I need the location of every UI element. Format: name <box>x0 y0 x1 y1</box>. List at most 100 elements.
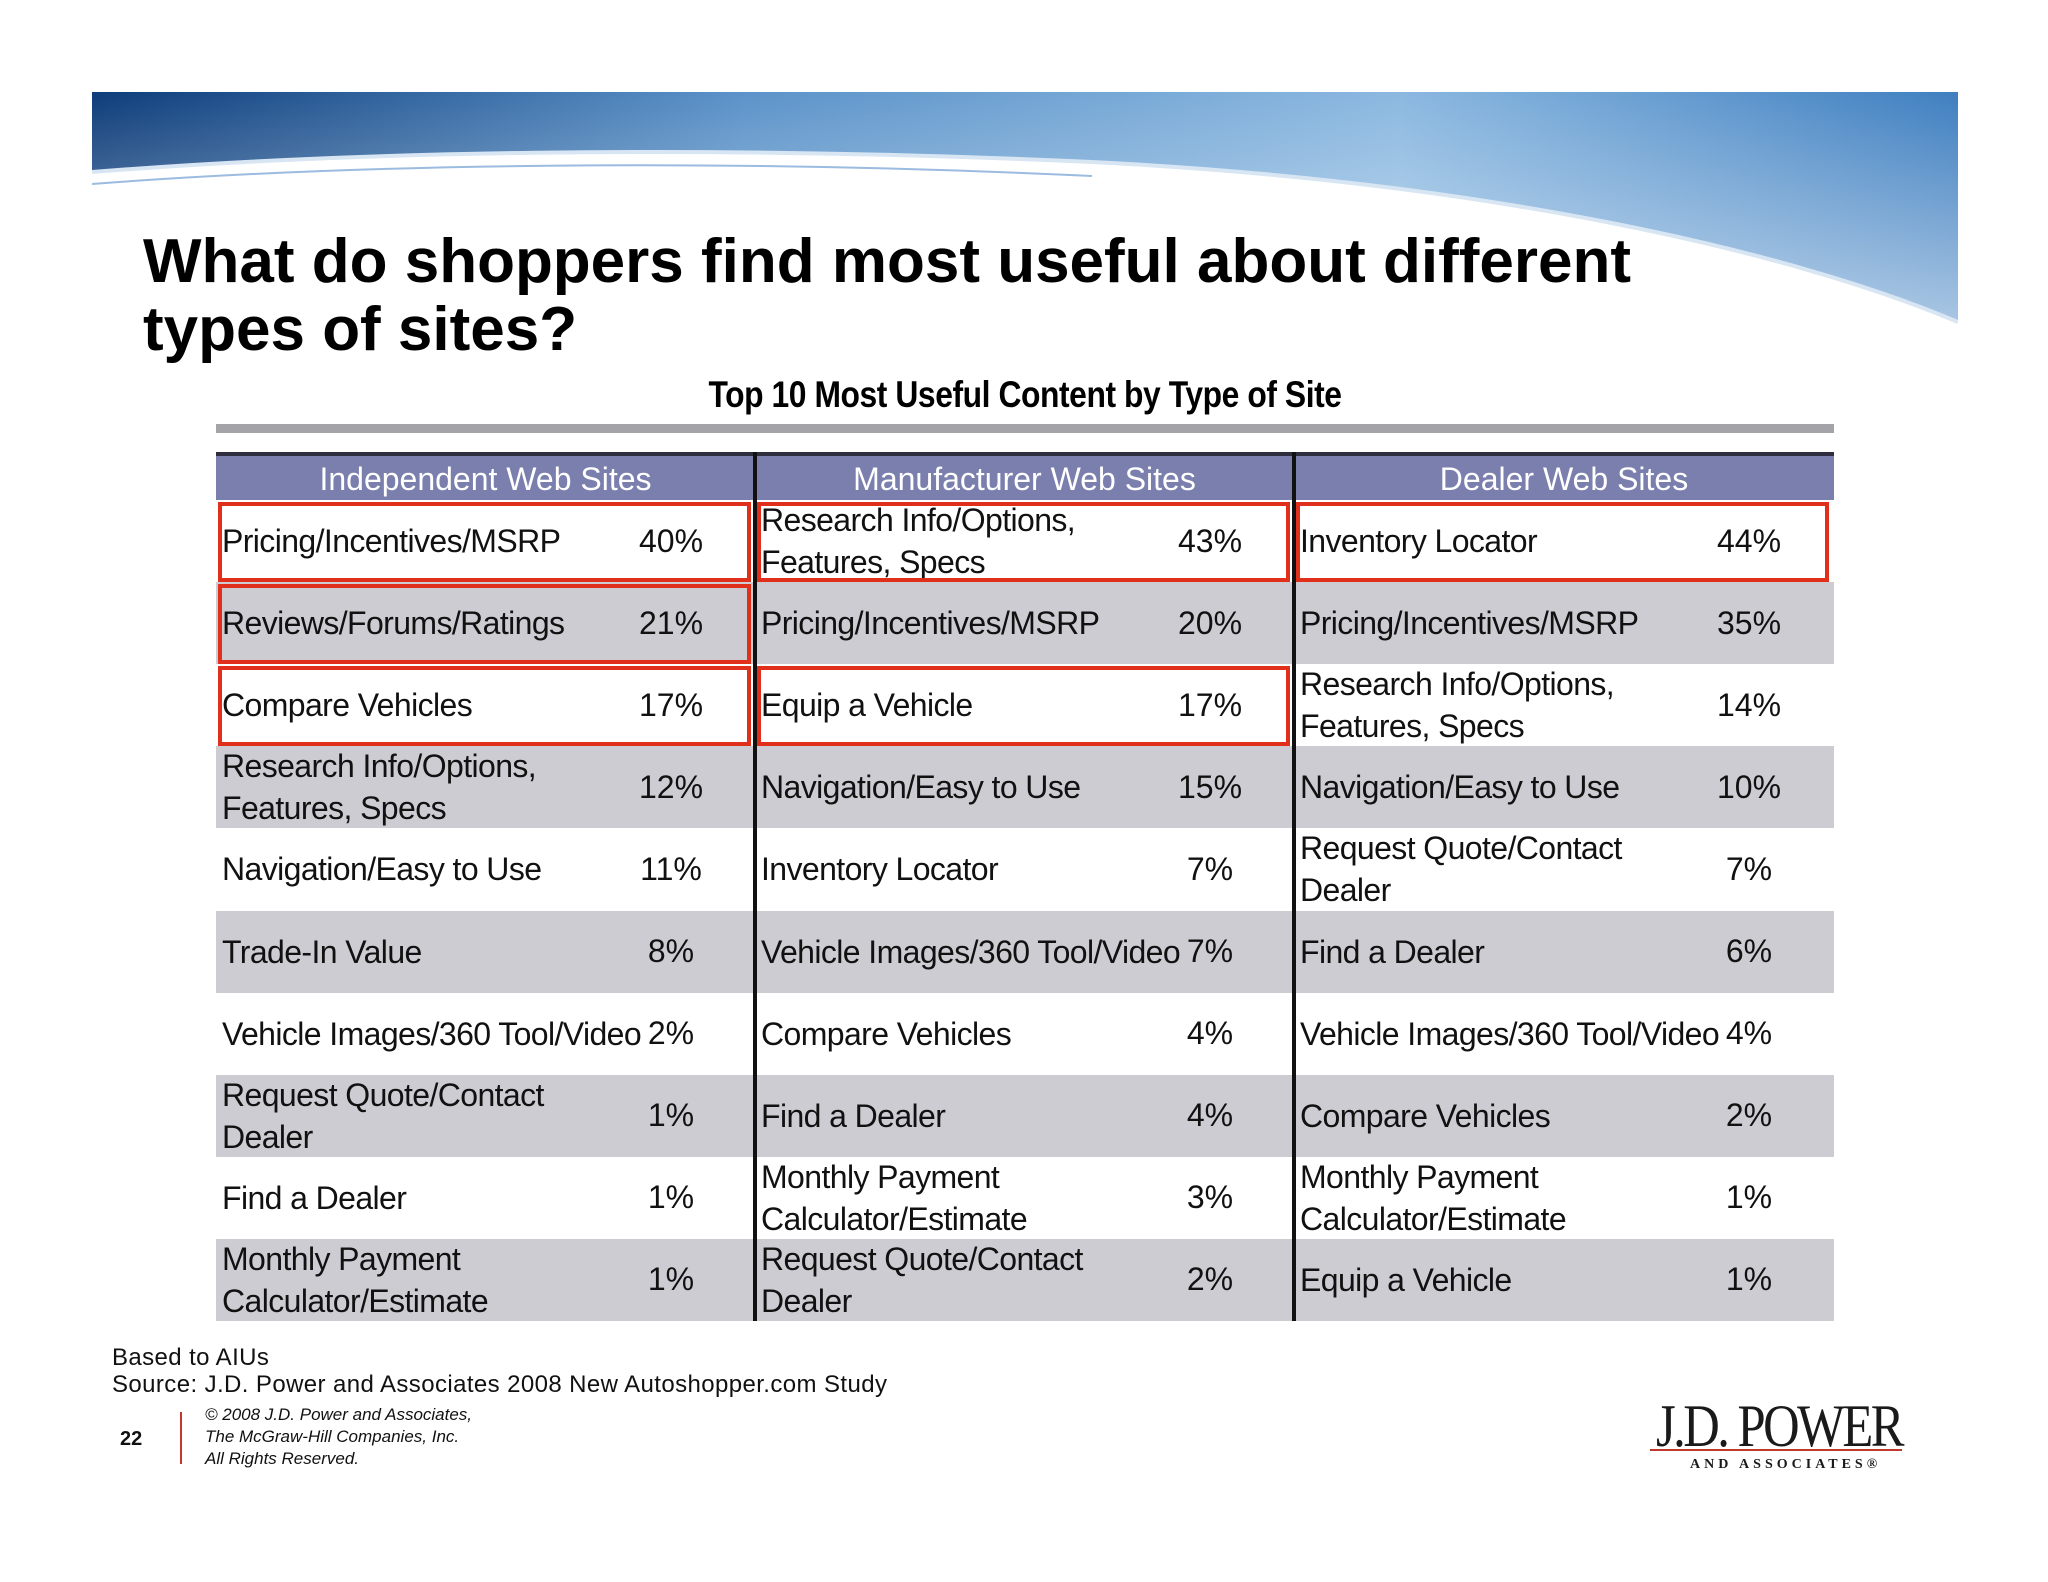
table-cell: Monthly Payment Calculator/Estimate 1% <box>216 1239 755 1321</box>
row-percentage: 7% <box>1725 850 1773 887</box>
header-independent: Independent Web Sites <box>319 461 652 497</box>
table-cell: Find a Dealer 1% <box>216 1157 755 1239</box>
row-label: Request Quote/Contact Dealer <box>761 1240 1083 1319</box>
row-percentage: 40% <box>638 522 704 559</box>
row-percentage: 10% <box>1716 768 1782 805</box>
table-row: Find a Dealer 1% Monthly Payment Calculato… <box>216 1157 1834 1239</box>
basis-note: Based to AIUs <box>112 1344 270 1371</box>
header-manufacturer: Manufacturer Web Sites <box>853 461 1196 497</box>
row-percentage: 1% <box>647 1179 695 1216</box>
row-label: Reviews/Forums/Ratings <box>222 605 565 642</box>
table-cell: Pricing/Incentives/MSRP 40% <box>216 500 755 582</box>
table-cell: Research Info/Options, Features, Specs 12… <box>216 746 755 828</box>
row-percentage: 15% <box>1177 768 1243 805</box>
table-cell: Request Quote/Contact Dealer 7% <box>1294 828 1833 910</box>
table-cell: Navigation/Easy to Use 15% <box>755 746 1294 828</box>
row-label: Navigation/Easy to Use <box>1300 769 1620 806</box>
table-cell: Navigation/Easy to Use 11% <box>216 828 755 910</box>
table-header: Independent Web Sites Manufacturer Web S… <box>216 452 1834 500</box>
copyright-line: The McGraw-Hill Companies, Inc. <box>205 1427 460 1446</box>
table-row: Compare Vehicles 17% Equip a Vehicle 17% Res… <box>216 664 1834 746</box>
table-subtitle: Top 10 Most Useful Content by Type of Si… <box>708 374 1342 415</box>
row-label: Navigation/Easy to Use <box>222 851 542 888</box>
row-label: Research Info/Options, Features, Specs <box>1300 666 1615 745</box>
row-label: Find a Dealer <box>222 1179 407 1216</box>
table-row: Reviews/Forums/Ratings 21% Pricing/Incenti… <box>216 582 1834 665</box>
table-cell: Compare Vehicles 4% <box>755 993 1294 1075</box>
slide-title: What do shoppers find most useful about … <box>143 228 1743 364</box>
row-percentage: 7% <box>1186 933 1234 969</box>
copyright-line: © 2008 J.D. Power and Associates, <box>205 1405 473 1424</box>
table-row: Pricing/Incentives/MSRP 40% Research Info/… <box>216 500 1834 582</box>
row-label: Pricing/Incentives/MSRP <box>222 523 561 559</box>
table-cell: Find a Dealer 6% <box>1294 911 1833 993</box>
row-percentage: 12% <box>638 768 704 805</box>
row-percentage: 4% <box>1186 1097 1234 1134</box>
row-percentage: 44% <box>1716 522 1782 559</box>
row-percentage: 43% <box>1177 522 1243 559</box>
table-row: Request Quote/Contact Dealer 1% Find a Dea… <box>216 1074 1834 1157</box>
logo-sub-text: AND ASSOCIATES® <box>1690 1457 1881 1472</box>
table-cell: Research Info/Options, Features, Specs 43… <box>755 500 1294 582</box>
row-percentage: 8% <box>647 933 695 969</box>
page-number: 22 <box>120 1428 143 1450</box>
row-label: Research Info/Options, Features, Specs <box>222 748 537 827</box>
row-percentage: 20% <box>1177 604 1243 641</box>
jd-power-logo: J.D. POWER AND ASSOCIATES® <box>1650 1393 1908 1472</box>
table-cell: Inventory Locator 7% <box>755 828 1294 910</box>
row-label: Find a Dealer <box>761 1097 946 1134</box>
row-label: Monthly Payment Calculator/Estimate <box>1300 1158 1567 1237</box>
row-label: Pricing/Incentives/MSRP <box>761 605 1100 642</box>
table-cell: Pricing/Incentives/MSRP 35% <box>1294 582 1833 664</box>
table-cell: Equip a Vehicle 17% <box>755 664 1294 746</box>
table-cell: Vehicle Images/360 Tool/Video 4% <box>1294 993 1833 1075</box>
source-note: Source: J.D. Power and Associates 2008 N… <box>112 1371 888 1398</box>
copyright: © 2008 J.D. Power and Associates, The Mc… <box>205 1404 472 1470</box>
row-percentage: 17% <box>1177 686 1243 723</box>
table-row: Navigation/Easy to Use 11% Inventory Locat… <box>216 828 1834 910</box>
row-label: Compare Vehicles <box>222 687 473 724</box>
row-label: Inventory Locator <box>761 851 999 888</box>
row-label: Research Info/Options, Features, Specs <box>761 502 1076 580</box>
table-cell: Request Quote/Contact Dealer 1% <box>216 1075 755 1157</box>
table-cell: Research Info/Options, Features, Specs 14… <box>1294 664 1833 746</box>
table-cell: Inventory Locator 44% <box>1294 500 1833 582</box>
row-label: Request Quote/Contact Dealer <box>1300 830 1622 909</box>
row-label: Find a Dealer <box>1300 933 1485 970</box>
table-row: Vehicle Images/360 Tool/Video 2% Compare V… <box>216 993 1834 1075</box>
column-divider <box>1292 452 1296 1321</box>
highlight-box <box>757 502 1290 583</box>
row-label: Monthly Payment Calculator/Estimate <box>761 1158 1028 1237</box>
highlight-box <box>757 666 1290 747</box>
row-label: Navigation/Easy to Use <box>761 769 1081 806</box>
row-percentage: 11% <box>640 850 702 887</box>
table-cell: Reviews/Forums/Ratings 21% <box>216 582 755 664</box>
row-label: Vehicle Images/360 Tool/Video <box>1300 1015 1720 1052</box>
row-label: Vehicle Images/360 Tool/Video <box>222 1015 642 1052</box>
row-percentage: 2% <box>1186 1261 1234 1298</box>
highlight-box <box>218 584 751 665</box>
table-row: Monthly Payment Calculator/Estimate 1% Req… <box>216 1238 1834 1321</box>
row-label: Inventory Locator <box>1300 523 1538 559</box>
title-line-2: types of sites? <box>143 295 578 364</box>
table-cell: Compare Vehicles 17% <box>216 664 755 746</box>
row-label: Pricing/Incentives/MSRP <box>1300 605 1639 642</box>
row-label: Compare Vehicles <box>1300 1097 1551 1134</box>
row-percentage: 4% <box>1186 1015 1234 1052</box>
row-percentage: 7% <box>1186 850 1234 887</box>
row-percentage: 1% <box>1725 1261 1773 1298</box>
row-percentage: 21% <box>638 604 704 641</box>
subtitle-rule <box>216 424 1834 433</box>
row-percentage: 4% <box>1725 1015 1773 1052</box>
logo-main-text: J.D. POWER <box>1656 1393 1905 1459</box>
row-percentage: 17% <box>638 686 704 723</box>
row-percentage: 14% <box>1716 686 1782 723</box>
row-percentage: 1% <box>647 1261 695 1298</box>
header-banner <box>92 92 1958 324</box>
column-divider <box>753 452 757 1321</box>
page-divider <box>180 1412 182 1464</box>
row-label: Compare Vehicles <box>761 1015 1012 1052</box>
row-label: Request Quote/Contact Dealer <box>222 1076 544 1155</box>
table-cell: Equip a Vehicle 1% <box>1294 1239 1833 1321</box>
